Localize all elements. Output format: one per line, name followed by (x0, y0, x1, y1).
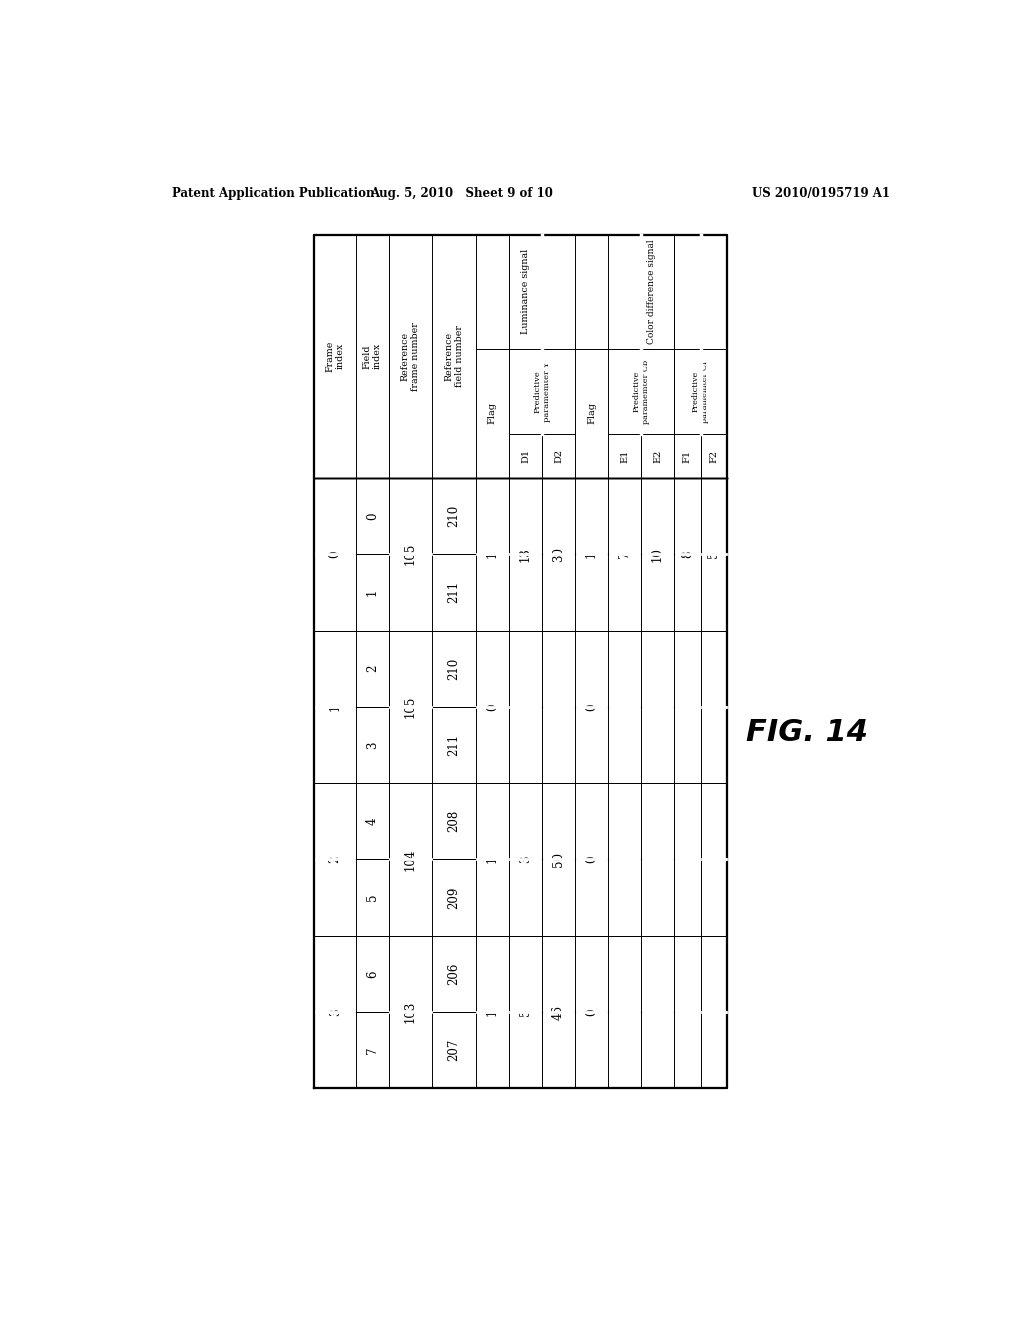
Text: 207: 207 (447, 1039, 461, 1061)
Text: E2: E2 (653, 449, 662, 463)
Text: 4: 4 (366, 817, 379, 825)
Text: Aug. 5, 2010   Sheet 9 of 10: Aug. 5, 2010 Sheet 9 of 10 (370, 187, 553, 199)
Text: 30: 30 (552, 546, 565, 562)
Text: Field
index: Field index (362, 343, 382, 370)
Text: Predictive
paramemter Cb: Predictive paramemter Cb (633, 359, 649, 424)
Text: 210: 210 (447, 657, 461, 680)
Text: Patent Application Publication: Patent Application Publication (172, 187, 374, 199)
Text: Reference
frame number: Reference frame number (400, 322, 420, 391)
Text: E1: E1 (620, 449, 629, 463)
Text: 208: 208 (447, 810, 461, 833)
Text: Reference
field number: Reference field number (444, 325, 464, 387)
Text: 3: 3 (329, 1008, 342, 1016)
Text: 5: 5 (708, 550, 720, 558)
Text: Frame
index: Frame index (326, 341, 345, 372)
Text: 0: 0 (486, 704, 499, 710)
Text: US 2010/0195719 A1: US 2010/0195719 A1 (752, 187, 890, 199)
Text: F1: F1 (683, 450, 692, 462)
Text: 1: 1 (329, 704, 342, 710)
Text: 1: 1 (486, 550, 499, 558)
Text: 209: 209 (447, 887, 461, 909)
Text: FIG. 14: FIG. 14 (745, 718, 867, 747)
Text: 0: 0 (366, 512, 379, 520)
Text: 1: 1 (486, 1008, 499, 1016)
Text: 0: 0 (585, 855, 598, 863)
Text: 3: 3 (519, 855, 531, 863)
Text: 105: 105 (404, 696, 417, 718)
Text: Luminance signal: Luminance signal (521, 249, 529, 334)
Text: 0: 0 (585, 1008, 598, 1016)
Text: 103: 103 (404, 1001, 417, 1023)
Text: Flag: Flag (487, 403, 497, 425)
Text: 8: 8 (681, 550, 694, 558)
Text: Color difference signal: Color difference signal (646, 239, 655, 345)
Text: Predictive
paramemter Y: Predictive paramemter Y (534, 362, 551, 421)
Text: 104: 104 (404, 849, 417, 871)
Text: 50: 50 (552, 851, 565, 867)
Text: 46: 46 (552, 1005, 565, 1019)
Text: 105: 105 (404, 543, 417, 565)
Text: 1: 1 (585, 550, 598, 558)
Text: 2: 2 (366, 665, 379, 672)
Text: 3: 3 (366, 742, 379, 748)
Text: 0: 0 (585, 704, 598, 710)
Text: 1: 1 (366, 589, 379, 597)
Text: 211: 211 (447, 734, 461, 756)
Text: 7: 7 (617, 550, 631, 558)
Text: F2: F2 (710, 450, 719, 462)
Text: Predictive
paramemter Cr: Predictive paramemter Cr (692, 360, 710, 422)
Text: 210: 210 (447, 506, 461, 527)
Text: 6: 6 (366, 970, 379, 978)
Text: D1: D1 (521, 449, 529, 463)
Text: 10: 10 (651, 546, 664, 562)
Text: 211: 211 (447, 581, 461, 603)
Text: 13: 13 (519, 546, 531, 562)
Text: D2: D2 (554, 449, 563, 463)
Text: 5: 5 (519, 1008, 531, 1016)
Text: 0: 0 (329, 550, 342, 558)
Text: 206: 206 (447, 962, 461, 985)
Text: 1: 1 (486, 855, 499, 863)
Text: Flag: Flag (587, 403, 596, 425)
Text: 7: 7 (366, 1047, 379, 1053)
Text: 5: 5 (366, 894, 379, 902)
Text: 2: 2 (329, 855, 342, 863)
